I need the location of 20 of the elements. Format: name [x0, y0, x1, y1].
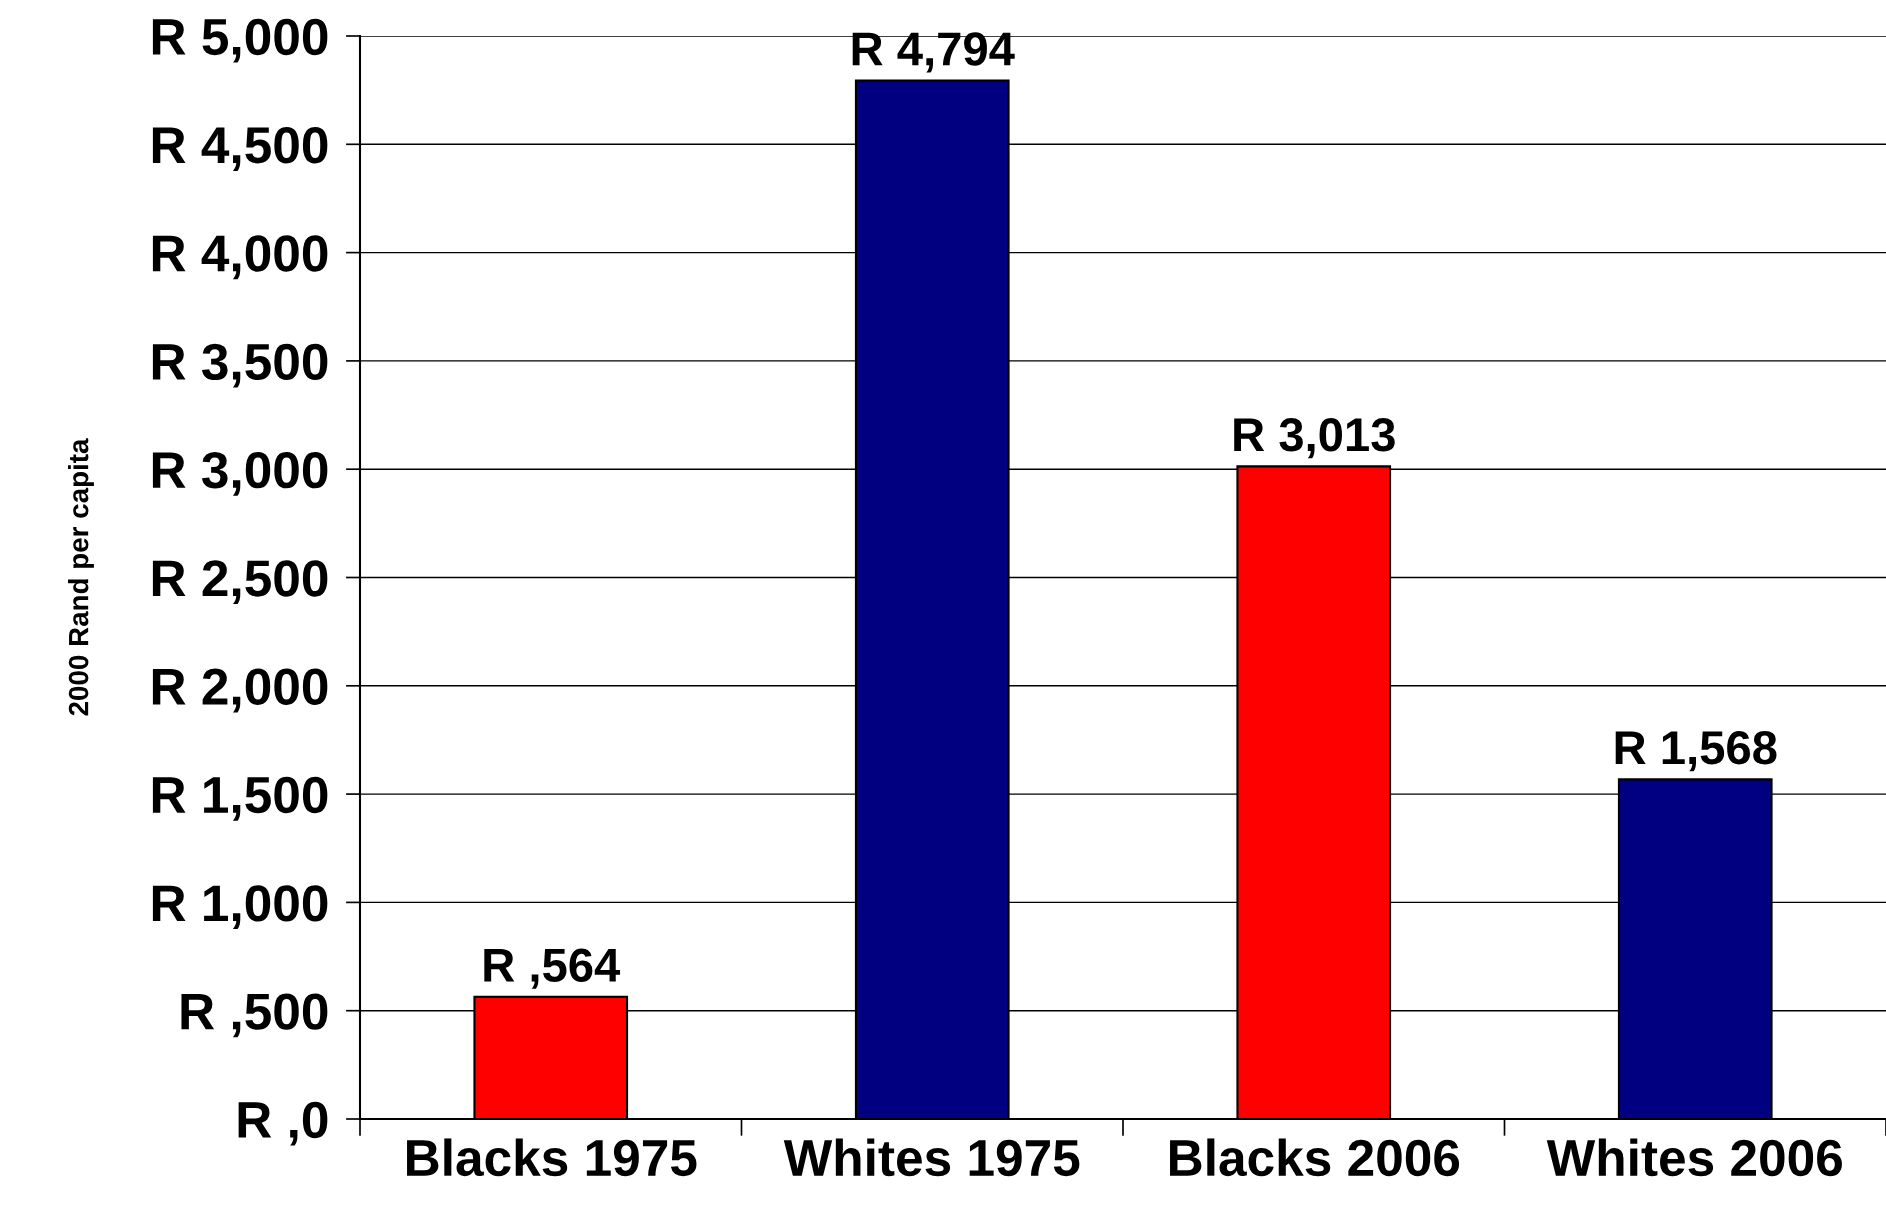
y-tick-label: R ,500 — [181, 993, 328, 1038]
y-tick-label: R 1,000 — [152, 885, 328, 929]
data-label: R 1,568 — [1615, 731, 1777, 772]
y-tick-label: R 2,500 — [152, 560, 328, 605]
y-axis-title: 2000 Rand per capita — [68, 438, 94, 716]
y-tick-label: R 1,500 — [152, 776, 328, 821]
y-tick-label: R 5,000 — [152, 18, 328, 63]
data-label: R 4,794 — [852, 32, 1015, 73]
x-tick-label: Whites 2006 — [1546, 1138, 1842, 1177]
data-label: R 3,013 — [1234, 418, 1395, 459]
y-tick-label: R ,0 — [238, 1101, 328, 1146]
y-tick-label: R 4,000 — [152, 235, 328, 280]
y-tick-label: R 3,500 — [152, 343, 328, 388]
x-tick-label: Blacks 2006 — [1170, 1138, 1460, 1177]
x-tick-label: Blacks 1975 — [407, 1138, 697, 1177]
x-tick-label: Whites 1975 — [783, 1138, 1080, 1177]
y-tick-label: R 4,500 — [152, 127, 328, 171]
y-tick-label: R 2,000 — [152, 668, 328, 713]
y-tick-label: R 3,000 — [152, 451, 328, 496]
data-label: R ,564 — [484, 948, 621, 989]
